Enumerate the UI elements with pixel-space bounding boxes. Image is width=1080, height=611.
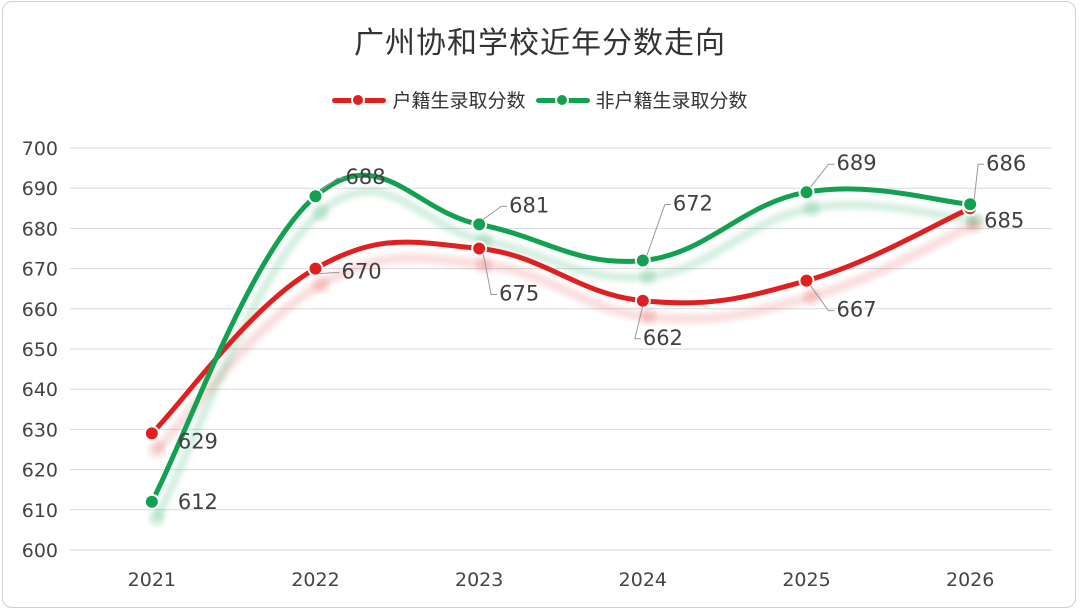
x-tick-label: 2022 bbox=[291, 569, 339, 591]
data-point-2 bbox=[143, 493, 160, 510]
leader-line bbox=[319, 177, 344, 192]
data-label: 686 bbox=[986, 151, 1026, 175]
data-point-2 bbox=[798, 184, 815, 201]
y-tick-label: 600 bbox=[22, 540, 58, 562]
legend-label-series-1: 户籍生录取分数 bbox=[392, 90, 526, 112]
leader-line bbox=[810, 163, 835, 188]
legend-item-series-2[interactable]: 非户籍生录取分数 bbox=[535, 86, 748, 113]
x-tick-label: 2023 bbox=[455, 569, 503, 591]
legend-swatch-series-2 bbox=[535, 90, 590, 110]
data-label: 675 bbox=[499, 282, 539, 306]
chart-title: 广州协和学校近年分数走向 bbox=[354, 26, 726, 61]
data-label: 612 bbox=[178, 490, 218, 514]
x-tick-label: 2024 bbox=[619, 569, 667, 591]
data-label: 688 bbox=[346, 165, 386, 189]
data-point-1 bbox=[798, 272, 815, 289]
data-point-1 bbox=[307, 260, 324, 277]
x-tick-label: 2026 bbox=[946, 569, 994, 591]
data-point-1 bbox=[143, 425, 160, 442]
data-label: 672 bbox=[673, 192, 713, 216]
leader-line bbox=[810, 285, 835, 312]
leader-line bbox=[973, 163, 985, 200]
data-point-2 bbox=[634, 252, 651, 269]
y-tick-label: 680 bbox=[22, 218, 58, 240]
series-line-2 bbox=[149, 172, 973, 505]
legend-label-series-2: 非户籍生录取分数 bbox=[595, 90, 748, 112]
legend-swatch-series-1 bbox=[332, 90, 387, 110]
series-line-1 bbox=[149, 205, 973, 436]
data-label: 662 bbox=[643, 326, 683, 350]
data-label: 670 bbox=[342, 260, 382, 284]
y-tick-label: 640 bbox=[22, 379, 58, 401]
point-shadow bbox=[639, 268, 656, 285]
leader-line bbox=[319, 272, 340, 275]
point-shadow bbox=[312, 276, 329, 293]
point-shadow bbox=[476, 256, 493, 273]
data-point-2 bbox=[471, 216, 488, 233]
y-tick-label: 620 bbox=[22, 460, 58, 482]
y-tick-label: 610 bbox=[22, 500, 58, 522]
data-point-2 bbox=[307, 188, 324, 205]
point-shadow bbox=[148, 441, 165, 458]
point-shadow bbox=[967, 212, 984, 229]
x-tick-label: 2025 bbox=[782, 569, 830, 591]
data-point-1 bbox=[471, 240, 488, 257]
data-point-2 bbox=[962, 196, 979, 213]
y-tick-label: 690 bbox=[22, 178, 58, 200]
leader-line bbox=[646, 204, 671, 256]
point-shadow bbox=[803, 200, 820, 217]
data-label: 685 bbox=[984, 208, 1024, 232]
x-tick-label: 2021 bbox=[128, 569, 176, 591]
point-shadow bbox=[639, 308, 656, 325]
leader-line bbox=[482, 253, 498, 295]
data-label: 689 bbox=[837, 151, 877, 175]
y-tick-label: 660 bbox=[22, 299, 58, 321]
y-tick-label: 700 bbox=[22, 138, 58, 160]
point-shadow bbox=[148, 509, 165, 526]
y-tick-label: 670 bbox=[22, 259, 58, 281]
chart-legend: 户籍生录取分数 非户籍生录取分数 bbox=[0, 86, 1080, 113]
point-shadow bbox=[312, 204, 329, 221]
data-label: 667 bbox=[837, 298, 877, 322]
point-shadow bbox=[803, 288, 820, 305]
legend-item-series-1[interactable]: 户籍生录取分数 bbox=[332, 86, 526, 113]
data-point-1 bbox=[634, 292, 651, 309]
data-label: 681 bbox=[509, 193, 549, 217]
leader-line bbox=[482, 205, 508, 220]
data-label: 629 bbox=[178, 429, 218, 453]
y-tick-label: 630 bbox=[22, 419, 58, 441]
y-tick-label: 650 bbox=[22, 339, 58, 361]
leader-line bbox=[634, 305, 644, 340]
series-shadow bbox=[153, 220, 977, 453]
